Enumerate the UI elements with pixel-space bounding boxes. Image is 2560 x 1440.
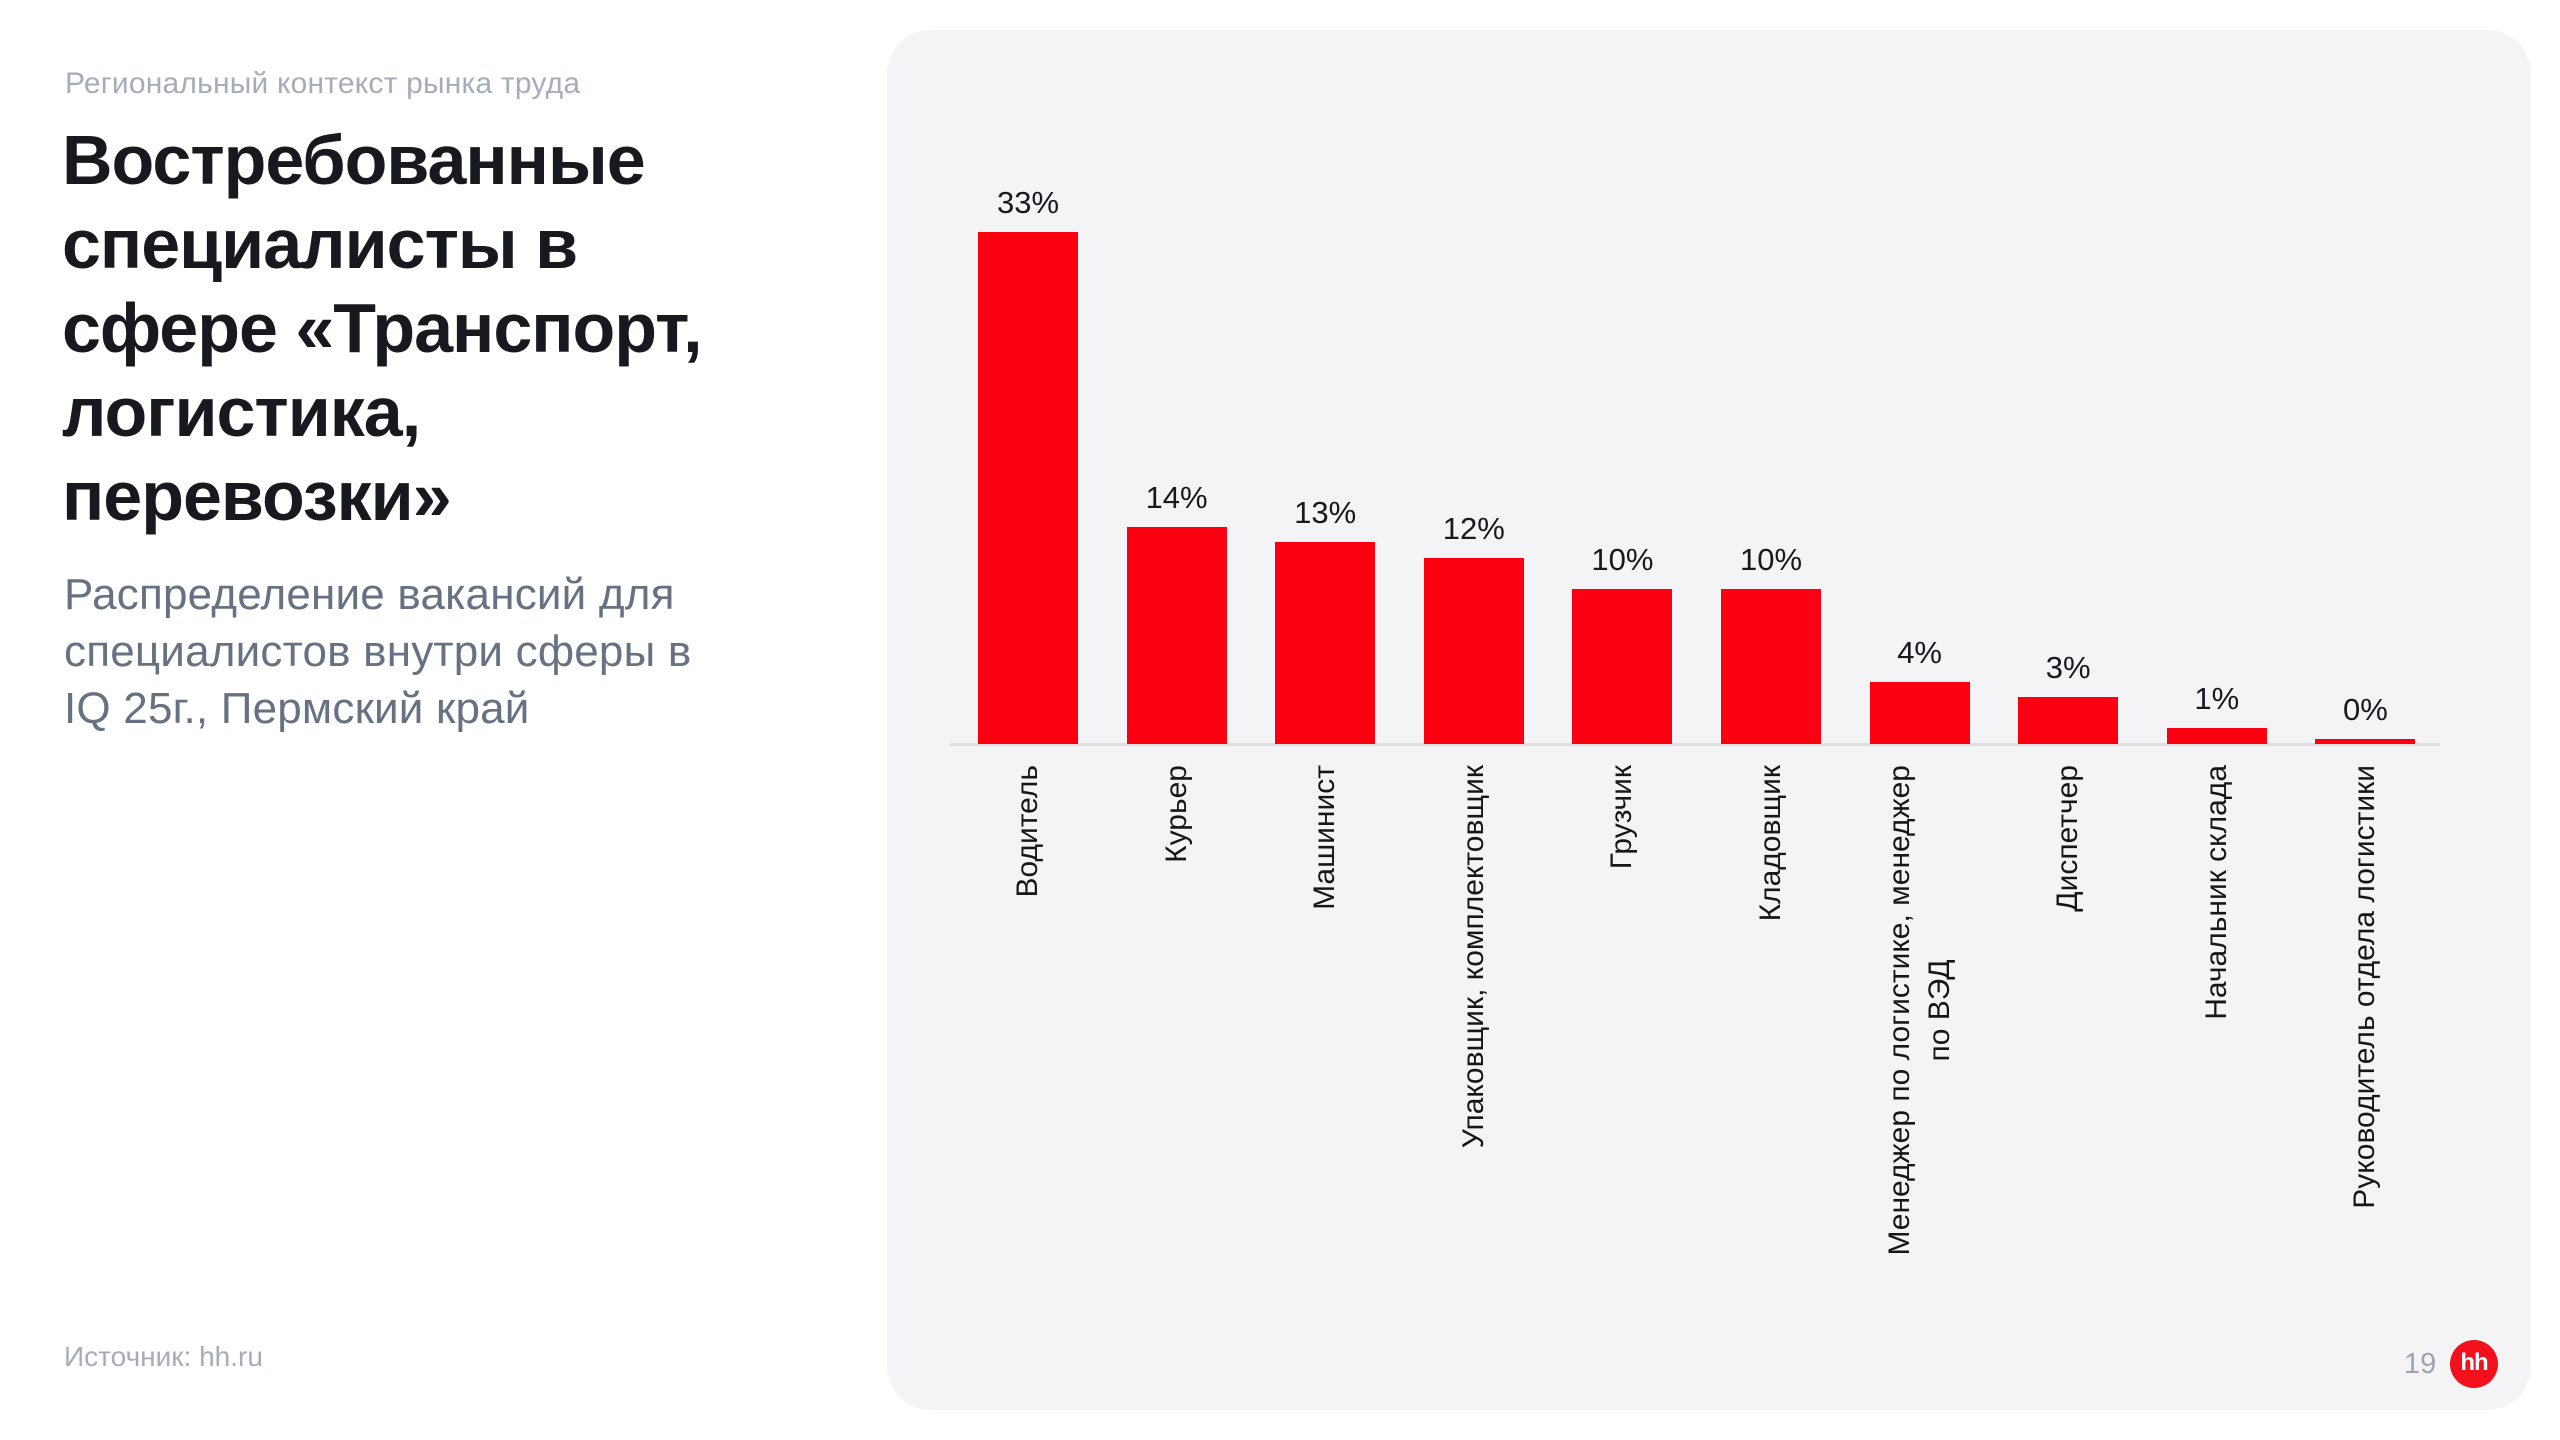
x-axis-label: Кладовщик	[1754, 765, 1787, 922]
x-axis-label: Грузчик	[1605, 765, 1639, 870]
source-note: Источник: hh.ru	[64, 1341, 263, 1372]
x-axis-line	[950, 743, 2440, 746]
x-axis-label: Упаковщик, комплектовщик	[1456, 765, 1490, 1149]
bar	[1126, 527, 1227, 744]
page-number: 19	[2404, 1348, 2437, 1380]
bar	[1869, 682, 1970, 744]
bar-value-label: 10%	[1591, 542, 1654, 577]
bar-value-label: 12%	[1442, 511, 1505, 546]
bar	[1275, 542, 1376, 744]
bar-value-label: 0%	[2342, 692, 2388, 727]
x-axis-label: Диспетчер	[2051, 765, 2085, 912]
x-axis-label: Менеджер по логистике, менеджер по ВЭД	[1882, 765, 1956, 1256]
page-title: Востребованные специалисты в сфере «Тран…	[62, 121, 703, 535]
x-axis-label: Машинист	[1308, 765, 1342, 910]
bar-chart: 33% Водитель 14% Курьер 13% Машинист 12% Упаков…	[887, 30, 2531, 1410]
bar-value-label: 13%	[1294, 495, 1357, 530]
x-axis-label: Курьер	[1159, 765, 1193, 863]
eyebrow: Региональный контекст рынка труда	[65, 67, 581, 100]
bar-value-label: 1%	[2194, 681, 2240, 716]
hh-logo: hh	[2450, 1340, 2498, 1388]
x-axis-label: Руководитель отдела логистики	[2348, 765, 2382, 1209]
bar	[978, 232, 1078, 744]
bar-value-label: 10%	[1739, 542, 1803, 577]
bar	[2166, 728, 2267, 744]
bar-value-label: 14%	[1145, 480, 1208, 515]
hh-logo-text: hh	[2460, 1348, 2488, 1376]
x-axis-label: Начальник склада	[2199, 765, 2233, 1020]
bar-value-label: 3%	[2045, 650, 2091, 685]
x-axis-label: Водитель	[1011, 765, 1044, 898]
bar	[1423, 558, 1524, 744]
bar	[1721, 589, 1821, 744]
bar	[2315, 739, 2416, 744]
chart-card: 33% Водитель 14% Курьер 13% Машинист 12% Упаков…	[887, 30, 2531, 1410]
bar-value-label: 4%	[1897, 635, 1942, 670]
page-subtitle: Распределение вакансий для специалистов …	[64, 570, 692, 733]
bar	[2018, 697, 2119, 744]
bar	[1572, 589, 1673, 744]
bar-value-label: 33%	[996, 185, 1060, 220]
